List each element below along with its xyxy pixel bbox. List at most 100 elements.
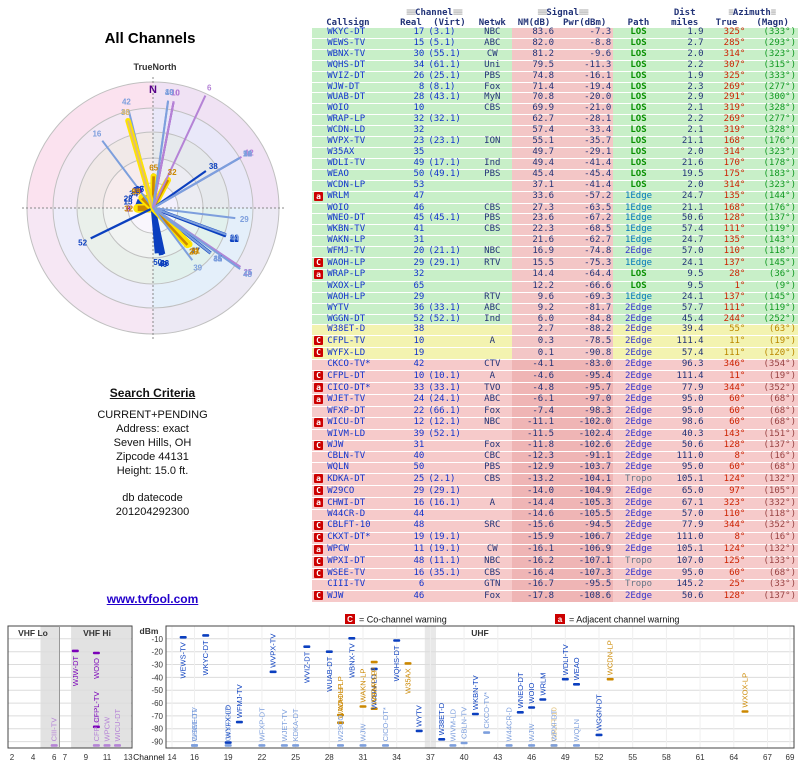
radar-channel-label: 41 xyxy=(230,235,239,244)
callsign-cell: WVPX-TV xyxy=(325,136,396,148)
callsign-cell: CKXT-DT* xyxy=(325,532,396,545)
x-axis-tick: 28 xyxy=(325,753,334,762)
warning-badge: a xyxy=(314,191,324,201)
station-tick xyxy=(337,721,344,724)
warning-badge: C xyxy=(314,440,324,450)
radar-channel-label: 42 xyxy=(122,97,131,106)
station-row: C W29CO 29 (29.1) -14.0 -104.9 2Edge 65.0 97° (10… xyxy=(312,485,798,499)
radar-channel-label: 10 xyxy=(133,186,142,195)
station-tick xyxy=(404,662,412,665)
station-label: WNEO-DT xyxy=(516,672,525,708)
station-row: WOIO 10 CBS 69.9 -21.0 LOS 2.1 319° (328°) xyxy=(312,103,798,116)
station-tick xyxy=(370,667,378,671)
radar-channel-label: 29 xyxy=(189,248,198,257)
radar-channel-label: 19 xyxy=(230,235,239,244)
station-label: WCDN-LD xyxy=(370,673,379,709)
callsign-cell: WICU-DT xyxy=(325,417,396,430)
station-label: CKXT-DT* xyxy=(224,706,233,741)
station-tick xyxy=(359,744,367,747)
station-label: WJW xyxy=(359,723,368,742)
station-label: WXOX-LP xyxy=(741,673,750,708)
station-tick xyxy=(573,683,580,686)
station-label: WUAB-DT xyxy=(325,656,334,691)
callsign-cell: WEAO xyxy=(325,169,396,181)
radar-channel-label: 25 xyxy=(243,268,252,277)
station-tick xyxy=(92,744,100,747)
station-tick xyxy=(191,744,198,747)
station-label: WOIO xyxy=(527,683,536,704)
band-label-uhf: UHF xyxy=(471,628,488,638)
station-tick xyxy=(606,677,614,681)
station-row: WFXP-DT 22 (66.1) Fox -7.4 -98.3 2Edge 95.0 60°(… xyxy=(312,406,798,418)
station-tick xyxy=(550,744,558,747)
radar-bar xyxy=(90,206,154,240)
station-row: C WJW 31 Fox -11.8 -102.6 2Edge 50.6 128° (137°) xyxy=(312,440,798,453)
warning-badge: C xyxy=(314,532,324,542)
station-row: a WRAP-LP 32 14.4 -64.4 LOS 9.5 28° (36°) xyxy=(312,269,798,282)
station-row: CBLN-TV 40 CBC -12.3 -91.1 2Edge 111.0 8° (16°) xyxy=(312,452,798,464)
radar-channel-label: 26 xyxy=(135,185,144,194)
station-tick xyxy=(202,634,210,637)
radar-channel-label: 36 xyxy=(230,235,239,244)
station-tick xyxy=(741,710,749,713)
station-row: C WAOH-LP 29 (29.1) RTV 15.5 -75.3 1Edge 24.1 137… xyxy=(312,257,798,270)
station-row: C CKXT-DT* 19 (19.1) -15.9 -106.7 2Edge 111.0 8°… xyxy=(312,532,798,545)
callsign-cell: KDKA-DT xyxy=(325,473,396,487)
station-label: WGGN-DT xyxy=(595,694,604,731)
station-label: WPCW xyxy=(103,716,112,741)
station-tick xyxy=(483,731,491,734)
station-label: W44CR-D xyxy=(505,707,514,742)
station-tick xyxy=(528,744,536,747)
signal-by-channel-chart: C = Co-channel warning a = Adjacent channel… xyxy=(7,614,795,762)
station-row: C WSEE-TV 16 (35.1) CBS -16.4 -107.3 2Edge 95.0 6… xyxy=(312,568,798,581)
warning-badge: C xyxy=(314,591,324,601)
station-label: WYFX-LD xyxy=(224,704,233,738)
station-label: WFXP-DT xyxy=(257,707,266,742)
station-row: W38ET-D 38 2.7 -88.2 2Edge 39.4 55° (63°) xyxy=(312,325,798,337)
x-axis-tick: 6 xyxy=(52,753,57,762)
callsign-cell: WOIO xyxy=(325,103,396,116)
col-header-miles: miles xyxy=(671,18,699,28)
station-label: WSEE-TV xyxy=(190,707,199,741)
station-tick xyxy=(303,645,311,648)
callsign-cell: WAOH-LP xyxy=(325,292,396,304)
station-tick xyxy=(348,637,356,640)
callsign-cell: WNEO-DT xyxy=(325,213,396,226)
station-row: WXOX-LP 65 12.2 -66.6 LOS 9.5 1° (9°) xyxy=(312,281,798,293)
radar-bar xyxy=(152,207,212,254)
station-row: WKBN-TV 41 CBS 22.3 -68.5 1Edge 57.4 111° (119°) xyxy=(312,224,798,237)
station-tick xyxy=(280,744,288,747)
x-axis-tick: 25 xyxy=(291,753,300,762)
station-row: C WPXI-DT 48 (11.1) NBC -16.2 -107.1 Tropo 107.0… xyxy=(312,556,798,569)
callsign-cell: WQHS-DT xyxy=(325,60,396,72)
station-label: WCDN-LP xyxy=(606,640,615,675)
radar-channel-label: 23 xyxy=(160,259,169,268)
station-tick xyxy=(505,744,513,747)
radar-channel-label: 29 xyxy=(240,215,249,224)
col-header-path: Path xyxy=(627,18,650,28)
radar-channel-label: 46 xyxy=(213,255,222,264)
station-table-body: WKYC-DT 17 (3.1) NBC 83.6 -7.3 LOS 1.9 325° (333°… xyxy=(312,27,798,604)
tvfool-link[interactable]: www.tvfool.com xyxy=(106,592,199,606)
radar-channel-label: 16 xyxy=(92,130,101,139)
search-criteria-heading: Search Criteria xyxy=(109,386,196,400)
col-header-real: Real xyxy=(400,18,422,28)
station-row: C WYFX-LD 19 0.1 -90.8 2Edge 57.4 111° (120°) xyxy=(312,347,798,361)
col-header-magn: (Magn) xyxy=(756,18,789,28)
station-label: WRAP-LP xyxy=(370,671,379,705)
station-row: C CFPL-DT 10 (10.1) A -4.6 -95.4 2Edge 111.4 11°(… xyxy=(312,370,798,383)
callsign-cell: WXOX-LP xyxy=(325,281,396,293)
group-header-azimuth: Azimuth xyxy=(732,8,771,18)
station-label: WRLM xyxy=(538,673,547,696)
co-channel-legend: = Co-channel warning xyxy=(359,615,447,625)
group-header-dist: Dist xyxy=(673,8,696,18)
warning-badge: a xyxy=(314,474,324,484)
x-axis-tick: 58 xyxy=(662,753,671,762)
x-axis-tick: 37 xyxy=(426,753,435,762)
station-tick xyxy=(438,738,446,741)
x-axis-tick: 67 xyxy=(763,753,772,762)
x-axis-tick: 16 xyxy=(190,753,199,762)
station-row: a WPCW 11 (19.1) CW -16.1 -106.9 2Edge 105.1 124°… xyxy=(312,544,798,557)
x-axis-tick: 22 xyxy=(257,753,266,762)
warning-badge: a xyxy=(314,417,324,427)
